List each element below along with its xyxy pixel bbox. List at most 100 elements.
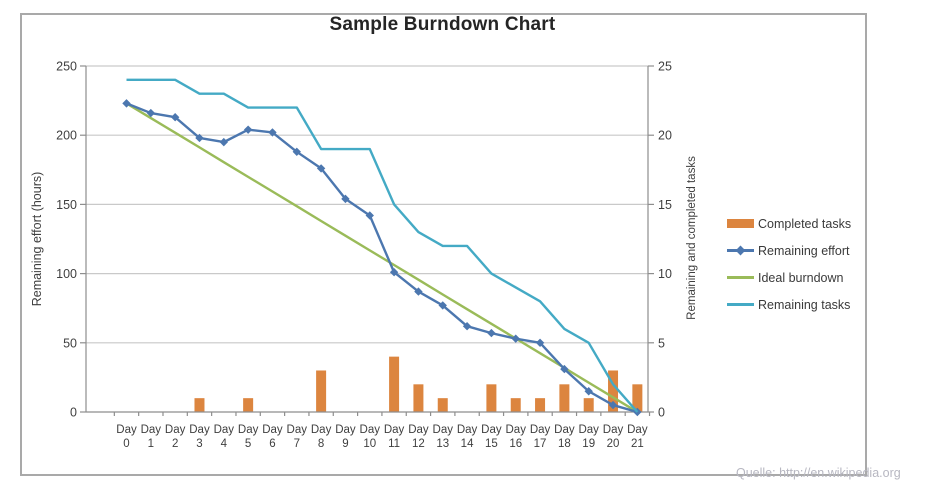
x-tick-label-num: 13 bbox=[436, 438, 449, 450]
completed-tasks-bar bbox=[608, 370, 619, 412]
chart-title: Sample Burndown Chart bbox=[329, 14, 556, 35]
x-tick-label-num: 18 bbox=[558, 438, 571, 450]
y-tick-label-left: 50 bbox=[63, 336, 77, 350]
remaining-effort-marker bbox=[219, 137, 229, 147]
y-tick-label-left: 0 bbox=[70, 406, 77, 420]
x-tick-label-day: Day bbox=[554, 424, 575, 436]
remaining-effort-marker bbox=[243, 125, 253, 134]
y-tick-label-left: 200 bbox=[56, 129, 77, 143]
line-swatch-icon bbox=[727, 298, 754, 312]
y-tick-label-left: 250 bbox=[56, 60, 77, 74]
legend-item-remaining-effort: Remaining effort bbox=[727, 237, 851, 264]
completed-tasks-bar bbox=[632, 384, 643, 412]
x-tick-label-day: Day bbox=[360, 424, 381, 436]
completed-tasks-bar bbox=[243, 398, 254, 412]
x-tick-label-num: 15 bbox=[485, 438, 498, 450]
remaining-effort-marker bbox=[268, 128, 277, 137]
x-tick-label-day: Day bbox=[116, 424, 137, 436]
legend: Completed tasks Remaining effort Ideal b… bbox=[727, 210, 851, 318]
y-tick-label-left: 100 bbox=[56, 267, 77, 281]
x-tick-label-day: Day bbox=[481, 424, 502, 436]
completed-tasks-bar bbox=[486, 384, 497, 412]
completed-tasks-bar bbox=[535, 398, 546, 412]
completed-tasks-bar bbox=[437, 398, 448, 412]
x-tick-label-num: 20 bbox=[607, 438, 620, 450]
remaining-effort-marker bbox=[535, 338, 545, 347]
x-tick-label-day: Day bbox=[238, 424, 259, 436]
x-tick-label-num: 10 bbox=[363, 438, 376, 450]
line-diamond-swatch-icon bbox=[727, 244, 754, 258]
x-tick-label-num: 1 bbox=[148, 438, 154, 450]
x-tick-label-num: 4 bbox=[221, 438, 228, 450]
legend-label: Remaining tasks bbox=[758, 297, 851, 312]
x-tick-label-day: Day bbox=[603, 424, 624, 436]
bar-swatch-icon bbox=[727, 217, 754, 231]
x-tick-label-num: 12 bbox=[412, 438, 425, 450]
legend-label: Completed tasks bbox=[758, 216, 852, 231]
x-tick-label-num: 17 bbox=[534, 438, 547, 450]
x-tick-label-day: Day bbox=[262, 424, 283, 436]
completed-tasks-bar bbox=[583, 398, 594, 412]
completed-tasks-bar bbox=[316, 370, 327, 412]
x-tick-label-num: 5 bbox=[245, 438, 251, 450]
x-tick-label-num: 7 bbox=[294, 438, 300, 450]
remaining-effort-marker bbox=[438, 301, 447, 310]
remaining-effort-marker bbox=[560, 364, 569, 374]
remaining-effort-marker bbox=[462, 321, 472, 331]
x-tick-label-day: Day bbox=[384, 424, 405, 436]
completed-tasks-bar bbox=[389, 356, 400, 412]
remaining-effort-marker bbox=[511, 334, 520, 343]
remaining-tasks-line bbox=[126, 78, 639, 413]
line-swatch-icon bbox=[727, 271, 754, 285]
x-tick-label-num: 8 bbox=[318, 438, 324, 450]
remaining-effort-marker bbox=[122, 99, 131, 108]
completed-tasks-bar bbox=[194, 398, 205, 412]
x-tick-label-day: Day bbox=[578, 424, 599, 436]
remaining-effort-marker bbox=[341, 194, 350, 204]
completed-tasks-bar bbox=[510, 398, 521, 412]
legend-item-ideal-burndown: Ideal burndown bbox=[727, 264, 851, 291]
remaining-effort-marker bbox=[195, 133, 204, 143]
x-tick-label-day: Day bbox=[506, 424, 527, 436]
remaining-effort-marker bbox=[487, 328, 496, 338]
y-tick-label-right: 15 bbox=[658, 198, 672, 212]
remaining-effort-marker bbox=[389, 268, 399, 277]
x-tick-label-day: Day bbox=[287, 424, 308, 436]
remaining-effort-marker bbox=[316, 164, 326, 173]
remaining-effort-marker bbox=[414, 287, 423, 296]
remaining-effort-marker bbox=[292, 147, 301, 157]
legend-label: Ideal burndown bbox=[758, 270, 844, 285]
legend-item-remaining-tasks: Remaining tasks bbox=[727, 291, 851, 318]
x-tick-label-day: Day bbox=[627, 424, 648, 436]
remaining-effort-marker bbox=[170, 113, 180, 122]
x-tick-label-day: Day bbox=[408, 424, 429, 436]
completed-tasks-bar bbox=[559, 384, 570, 412]
remaining-effort-marker bbox=[365, 211, 374, 220]
x-tick-label-num: 6 bbox=[269, 438, 275, 450]
y-tick-label-right: 25 bbox=[658, 60, 672, 74]
x-tick-label-num: 21 bbox=[631, 438, 644, 450]
x-tick-label-num: 0 bbox=[123, 438, 129, 450]
x-tick-label-day: Day bbox=[214, 424, 235, 436]
x-tick-label-num: 16 bbox=[509, 438, 522, 450]
x-tick-label-day: Day bbox=[530, 424, 551, 436]
y-tick-label-right: 10 bbox=[658, 267, 672, 281]
right-axis-title: Remaining and completed tasks bbox=[686, 156, 698, 320]
ideal-burndown-line bbox=[125, 102, 638, 414]
source-attribution: Quelle: http://en.wikipedia.org bbox=[736, 466, 901, 480]
y-tick-label-right: 0 bbox=[658, 406, 665, 420]
legend-item-completed-tasks: Completed tasks bbox=[727, 210, 851, 237]
remaining-effort-marker bbox=[608, 400, 618, 410]
x-tick-label-day: Day bbox=[433, 424, 454, 436]
left-axis-title: Remaining effort (hours) bbox=[30, 171, 44, 307]
y-tick-label-left: 150 bbox=[56, 198, 77, 212]
x-tick-label-day: Day bbox=[311, 424, 332, 436]
x-tick-label-day: Day bbox=[141, 424, 162, 436]
x-tick-label-num: 11 bbox=[388, 438, 400, 450]
completed-tasks-bar bbox=[413, 384, 424, 412]
y-tick-label-right: 5 bbox=[658, 336, 665, 350]
x-tick-label-num: 14 bbox=[461, 438, 474, 450]
legend-label: Remaining effort bbox=[758, 243, 850, 258]
x-tick-label-day: Day bbox=[457, 424, 478, 436]
